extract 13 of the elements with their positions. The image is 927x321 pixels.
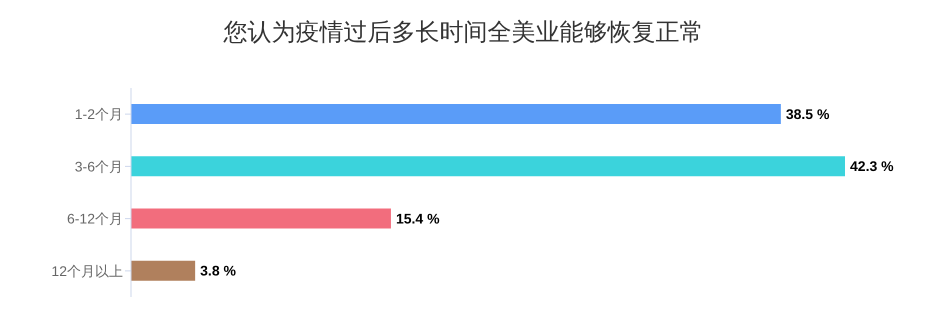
chart-title: 您认为疫情过后多长时间全美业能够恢复正常	[222, 18, 704, 48]
y-tick-label: 12个月以上	[51, 262, 123, 279]
data-label: 42.3 %	[850, 158, 894, 174]
y-tick-label: 1-2个月	[74, 106, 123, 122]
bar	[131, 208, 391, 228]
data-label: 15.4 %	[396, 210, 440, 226]
bar	[131, 104, 781, 124]
data-label: 38.5 %	[786, 106, 830, 122]
data-label: 3.8 %	[200, 262, 236, 279]
bar	[131, 156, 845, 176]
y-tick-label: 6-12个月	[66, 210, 123, 227]
y-tick-label: 3-6个月	[74, 158, 123, 174]
bar	[131, 260, 196, 281]
